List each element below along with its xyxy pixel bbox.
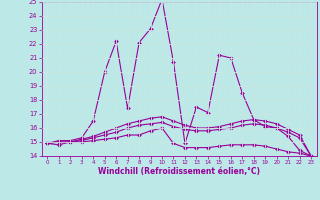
- X-axis label: Windchill (Refroidissement éolien,°C): Windchill (Refroidissement éolien,°C): [98, 167, 260, 176]
